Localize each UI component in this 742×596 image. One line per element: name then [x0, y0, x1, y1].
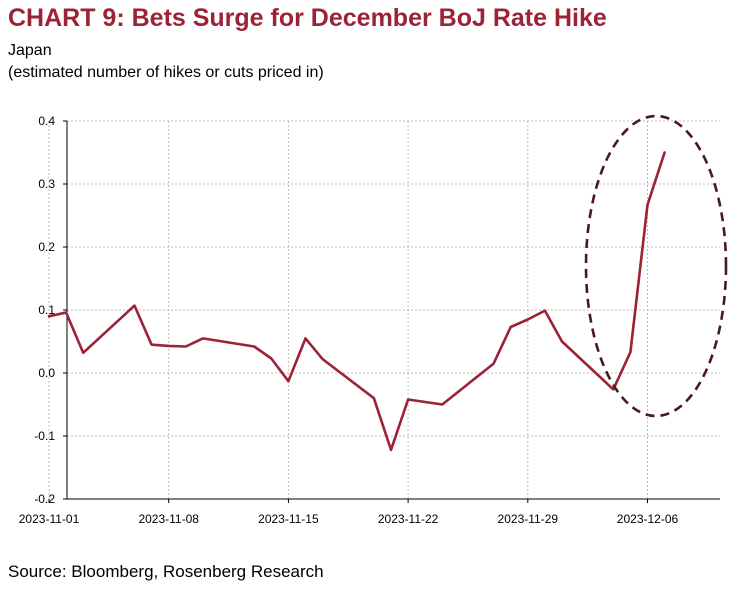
x-tick-label: 2023-12-06: [617, 512, 679, 526]
x-tick-label: 2023-11-01: [19, 512, 80, 526]
series-line: [47, 151, 666, 452]
y-tick-label: 0.0: [38, 366, 55, 380]
chart-subtitle-units: (estimated number of hikes or cuts price…: [8, 64, 324, 81]
line-chart: -0.2 -0.1 0.0 0.1 0.2 0.3 0.4 2023-11-01 2023-11…: [19, 114, 728, 526]
series-layer: [47, 151, 666, 452]
x-tick-label: 2023-11-08: [138, 512, 199, 526]
x-tick-label: 2023-11-15: [258, 512, 319, 526]
y-tick-label: 0.4: [38, 114, 55, 128]
annotation-layer: [584, 114, 728, 418]
x-tick-label: 2023-11-29: [498, 512, 559, 526]
y-tick-label: 0.1: [38, 303, 55, 317]
source-note: Source: Bloomberg, Rosenberg Research: [8, 562, 324, 581]
y-tick-label: 0.3: [38, 177, 55, 191]
x-tick-label: 2023-11-22: [378, 512, 439, 526]
tick-label-layer: -0.2 -0.1 0.0 0.1 0.2 0.3 0.4 2023-11-01 2023-11…: [19, 114, 679, 526]
highlight-ellipse: [584, 114, 728, 418]
grid-layer: [48, 120, 720, 500]
y-tick-label: -0.1: [34, 429, 55, 443]
y-tick-label: -0.2: [34, 492, 55, 506]
chart-title: CHART 9: Bets Surge for December BoJ Rat…: [8, 4, 607, 32]
axis-layer: [48, 120, 720, 503]
y-tick-label: 0.2: [38, 240, 55, 254]
chart-subtitle-region: Japan: [8, 42, 52, 59]
